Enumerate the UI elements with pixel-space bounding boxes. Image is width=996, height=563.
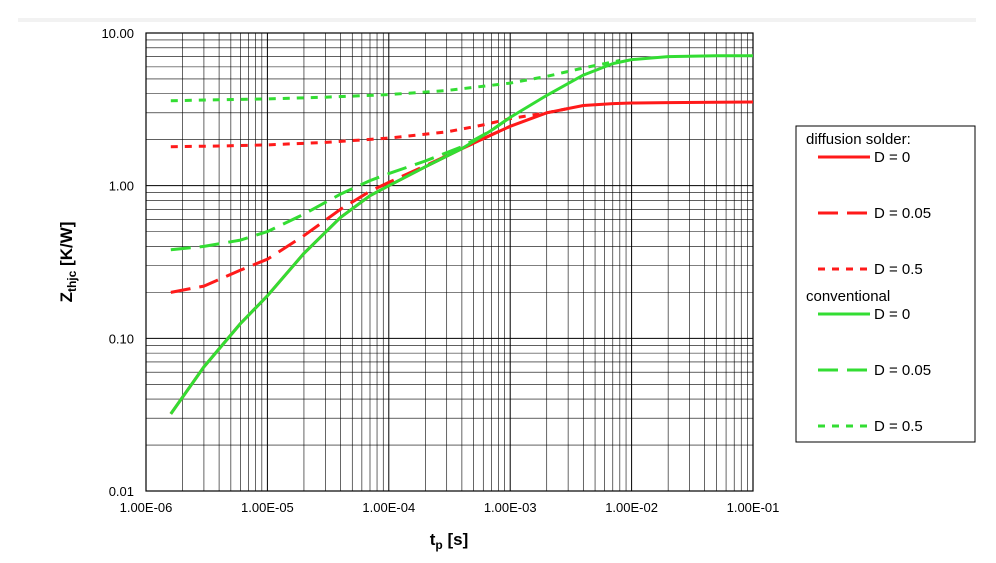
x-tick-label: 1.00E-01 [727, 500, 780, 515]
series-line-5 [170, 59, 621, 103]
y-tick-label: 1.00 [109, 179, 134, 194]
top-divider [18, 18, 976, 22]
y-tick-labels: 0.01 0.10 1.00 10.00 [101, 26, 134, 499]
legend-label: D = 0 [874, 306, 910, 323]
legend-group-title: diffusion solder: [806, 131, 911, 148]
legend-label: D = 0.5 [874, 261, 923, 278]
x-tick-label: 1.00E-02 [605, 500, 658, 515]
x-axis-title: tp [s] [430, 530, 469, 552]
legend-label: D = 0 [874, 149, 910, 166]
x-tick-label: 1.00E-05 [241, 500, 294, 515]
legend-label: D = 0.05 [874, 362, 931, 379]
legend-box [795, 125, 976, 443]
x-tick-labels: 1.00E-06 1.00E-05 1.00E-04 1.00E-03 1.00E-02… [120, 500, 780, 515]
minor-gridlines [146, 33, 753, 491]
x-tick-label: 1.00E-03 [484, 500, 537, 515]
y-axis-title: Zthjc [K/W] [57, 222, 79, 303]
legend: diffusion solder:D = 0D = 0.05D = 0.5con… [795, 125, 976, 443]
legend-label: D = 0.5 [874, 418, 923, 435]
x-tick-label: 1.00E-04 [362, 500, 415, 515]
x-tick-label: 1.00E-06 [120, 500, 173, 515]
series-layer [169, 54, 754, 415]
plot-frame [145, 32, 754, 492]
series-line-3 [169, 54, 753, 415]
series-line-4 [170, 116, 512, 252]
y-tick-label: 0.10 [109, 331, 134, 346]
legend-label: D = 0.05 [874, 205, 931, 222]
legend-group-title: conventional [806, 288, 890, 305]
series-line-2 [170, 107, 569, 149]
y-tick-label: 10.00 [101, 26, 134, 41]
y-tick-label: 0.01 [109, 484, 134, 499]
